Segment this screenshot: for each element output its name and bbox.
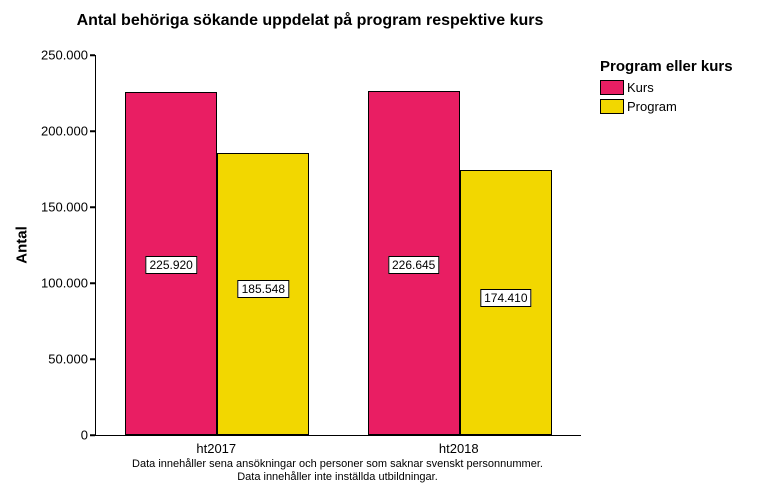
bar-label-kurs-ht2017: 225.920 <box>145 256 196 274</box>
chart-container: Antal behöriga sökande uppdelat på progr… <box>0 0 758 500</box>
y-tick-label: 50.000 <box>0 352 88 367</box>
y-tick-mark <box>90 434 95 436</box>
legend-label-kurs: Kurs <box>627 80 654 95</box>
plot-area: 225.920 185.548 226.645 174.410 <box>95 55 581 436</box>
y-tick-label: 200.000 <box>0 124 88 139</box>
bar-label-program-ht2018: 174.410 <box>480 289 531 307</box>
bar-label-program-ht2017: 185.548 <box>238 280 289 298</box>
legend-title: Program eller kurs <box>600 58 733 75</box>
x-tick-label: ht2018 <box>439 441 479 456</box>
y-tick-mark <box>90 358 95 360</box>
y-tick-label: 0 <box>0 428 88 443</box>
chart-title: Antal behöriga sökande uppdelat på progr… <box>0 12 620 30</box>
legend-swatch-program <box>600 99 624 114</box>
legend-swatch-kurs <box>600 80 624 95</box>
footnote-line1: Data innehåller sena ansökningar och per… <box>95 458 580 471</box>
y-tick-label: 100.000 <box>0 276 88 291</box>
y-tick-mark <box>90 54 95 56</box>
y-axis-label: Antal <box>14 226 31 264</box>
y-tick-mark <box>90 282 95 284</box>
bar-label-kurs-ht2018: 226.645 <box>388 256 439 274</box>
legend-label-program: Program <box>627 99 677 114</box>
y-tick-mark <box>90 206 95 208</box>
footnote-line2: Data innehåller inte inställda utbildnin… <box>95 471 580 484</box>
y-tick-label: 150.000 <box>0 200 88 215</box>
legend-item-kurs: Kurs <box>600 80 654 95</box>
legend-item-program: Program <box>600 99 677 114</box>
y-tick-mark <box>90 130 95 132</box>
footnote: Data innehåller sena ansökningar och per… <box>95 458 580 484</box>
x-tick-label: ht2017 <box>196 441 236 456</box>
y-tick-label: 250.000 <box>0 48 88 63</box>
